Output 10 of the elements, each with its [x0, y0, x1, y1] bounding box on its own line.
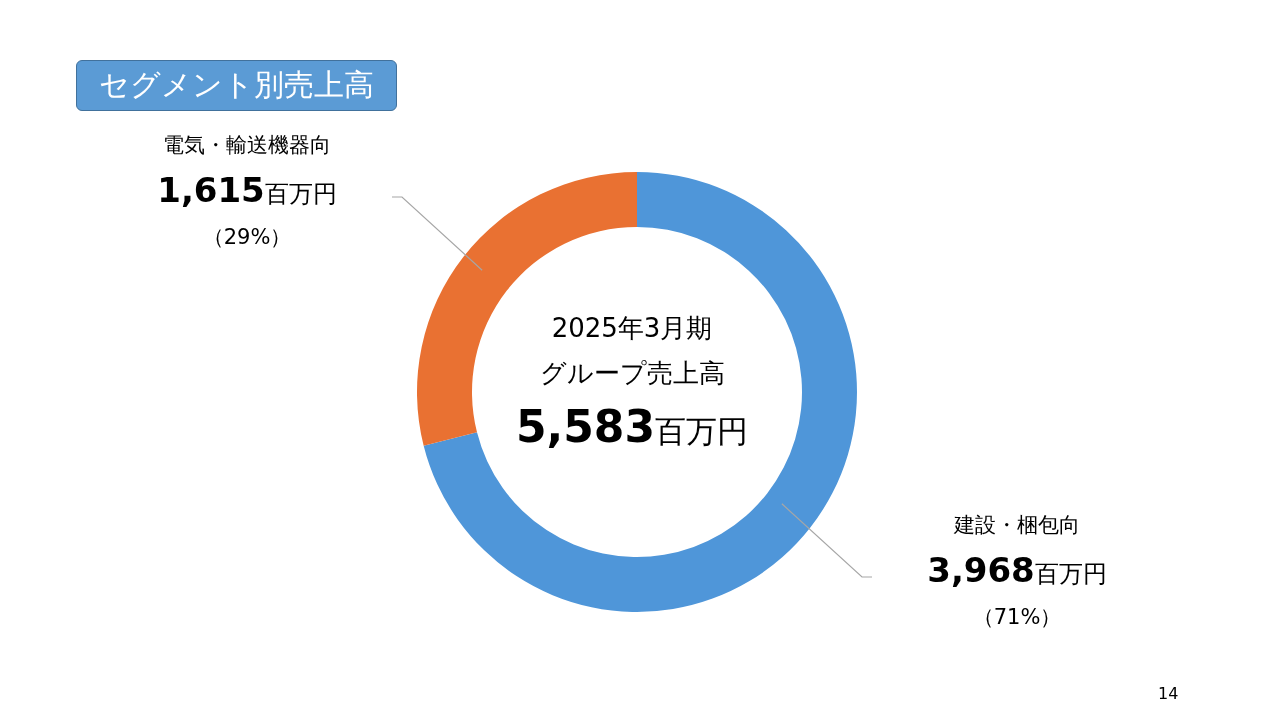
text: 14	[1158, 684, 1179, 703]
text: グループ売上高	[539, 358, 725, 388]
data-label: 3,968百万円（71%）	[927, 550, 1107, 629]
donut-slice	[423, 172, 857, 612]
data-label: 1,615百万円（29%）	[157, 170, 337, 249]
slice-label: 電気・輸送機器向	[163, 133, 331, 157]
chart-title: セグメント別売上高	[76, 60, 397, 111]
slice-label: 建設・梱包向	[953, 513, 1080, 537]
text: 2025年3月期	[551, 313, 713, 343]
text: 5,583百万円	[515, 401, 749, 452]
